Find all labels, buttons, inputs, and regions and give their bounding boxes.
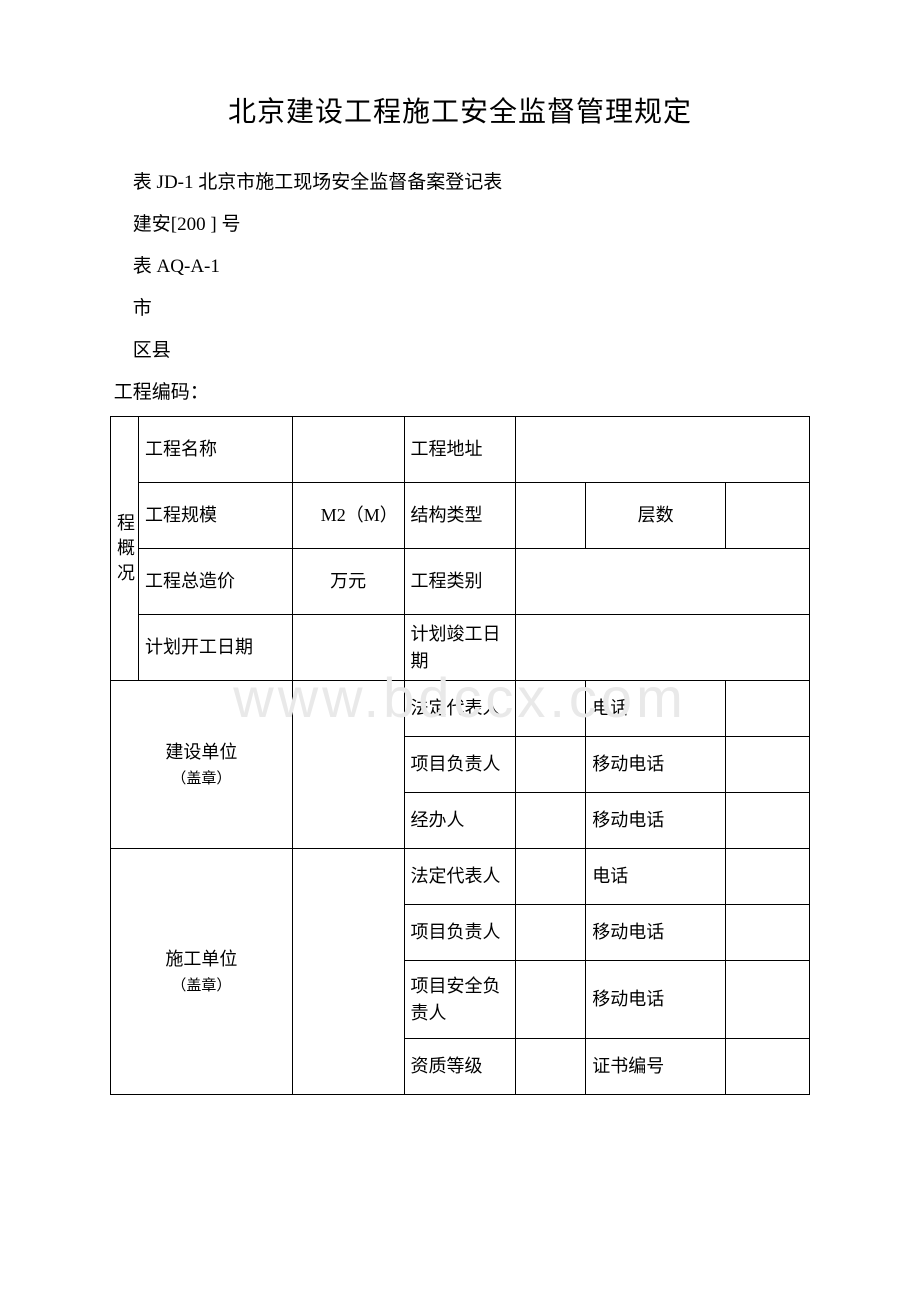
build-unit-name-value	[292, 681, 404, 849]
end-date-value	[516, 615, 810, 681]
pre-line-5: 区县	[110, 332, 810, 370]
build-mobile-label: 移动电话	[586, 737, 726, 793]
const-qual-label: 资质等级	[404, 1039, 516, 1095]
form-table: 程概况 工程名称 工程地址 工程规模 M2（M） 结构类型 层数 工程总造价 万…	[110, 416, 810, 1095]
overview-row-1: 程概况 工程名称 工程地址	[111, 417, 810, 483]
pre-line-2: 建安[200 ] 号	[110, 206, 810, 244]
start-date-value	[292, 615, 404, 681]
const-cert-label: 证书编号	[586, 1039, 726, 1095]
build-unit-seal: （盖章）	[117, 769, 286, 791]
const-pm-mobile-value	[726, 905, 810, 961]
floors-label: 层数	[586, 483, 726, 549]
const-qual-value	[516, 1039, 586, 1095]
const-row-1: 施工单位 （盖章） 法定代表人 电话	[111, 849, 810, 905]
build-pm-label: 项目负责人	[404, 737, 516, 793]
proj-cat-label: 工程类别	[404, 549, 516, 615]
total-cost-unit: 万元	[292, 549, 404, 615]
build-phone-label: 电话	[586, 681, 726, 737]
proj-name-value	[292, 417, 404, 483]
const-safety-label: 项目安全负责人	[404, 961, 516, 1039]
build-agent-mobile-label: 移动电话	[586, 793, 726, 849]
const-pm-value	[516, 905, 586, 961]
build-phone-value	[726, 681, 810, 737]
build-agent-label: 经办人	[404, 793, 516, 849]
build-unit-label: 建设单位	[165, 742, 237, 762]
const-safety-mobile-label: 移动电话	[586, 961, 726, 1039]
const-unit-label: 施工单位	[165, 949, 237, 969]
overview-row-2: 工程规模 M2（M） 结构类型 层数	[111, 483, 810, 549]
build-row-1: 建设单位 （盖章） 法定代表人 电话	[111, 681, 810, 737]
proj-cat-value	[516, 549, 810, 615]
build-agent-mobile-value	[726, 793, 810, 849]
const-safety-mobile-value	[726, 961, 810, 1039]
build-agent-value	[516, 793, 586, 849]
const-safety-value	[516, 961, 586, 1039]
pre-line-1: 表 JD-1 北京市施工现场安全监督备案登记表	[110, 164, 810, 202]
build-unit-cell: 建设单位 （盖章）	[111, 681, 293, 849]
build-mobile-value	[726, 737, 810, 793]
total-cost-label: 工程总造价	[138, 549, 292, 615]
const-phone-value	[726, 849, 810, 905]
const-phone-label: 电话	[586, 849, 726, 905]
const-cert-value	[726, 1039, 810, 1095]
overview-row-4: 计划开工日期 计划竣工日期	[111, 615, 810, 681]
proj-addr-value	[516, 417, 810, 483]
build-legal-rep-value	[516, 681, 586, 737]
const-unit-seal: （盖章）	[117, 976, 286, 998]
const-unit-name-value	[292, 849, 404, 1095]
proj-scale-unit: M2（M）	[292, 483, 404, 549]
proj-addr-label: 工程地址	[404, 417, 516, 483]
const-legal-rep-value	[516, 849, 586, 905]
const-unit-cell: 施工单位 （盖章）	[111, 849, 293, 1095]
start-date-label: 计划开工日期	[138, 615, 292, 681]
build-legal-rep-label: 法定代表人	[404, 681, 516, 737]
const-pm-mobile-label: 移动电话	[586, 905, 726, 961]
struct-type-value	[516, 483, 586, 549]
build-pm-value	[516, 737, 586, 793]
end-date-label: 计划竣工日期	[404, 615, 516, 681]
pre-line-4: 市	[110, 290, 810, 328]
pre-line-3: 表 AQ-A-1	[110, 248, 810, 286]
overview-vlabel: 程概况	[111, 417, 139, 681]
document-page: www.bdccx.com 北京建设工程施工安全监督管理规定 表 JD-1 北京…	[0, 0, 920, 1155]
struct-type-label: 结构类型	[404, 483, 516, 549]
pre-line-6: 工程编码：	[110, 374, 810, 412]
proj-scale-label: 工程规模	[138, 483, 292, 549]
floors-value	[726, 483, 810, 549]
const-legal-rep-label: 法定代表人	[404, 849, 516, 905]
proj-name-label: 工程名称	[138, 417, 292, 483]
page-title: 北京建设工程施工安全监督管理规定	[110, 90, 810, 130]
overview-row-3: 工程总造价 万元 工程类别	[111, 549, 810, 615]
const-pm-label: 项目负责人	[404, 905, 516, 961]
